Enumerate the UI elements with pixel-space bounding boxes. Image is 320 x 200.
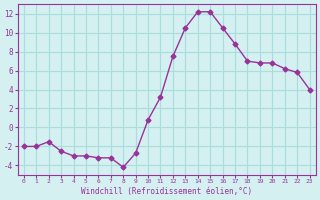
X-axis label: Windchill (Refroidissement éolien,°C): Windchill (Refroidissement éolien,°C) — [81, 187, 252, 196]
